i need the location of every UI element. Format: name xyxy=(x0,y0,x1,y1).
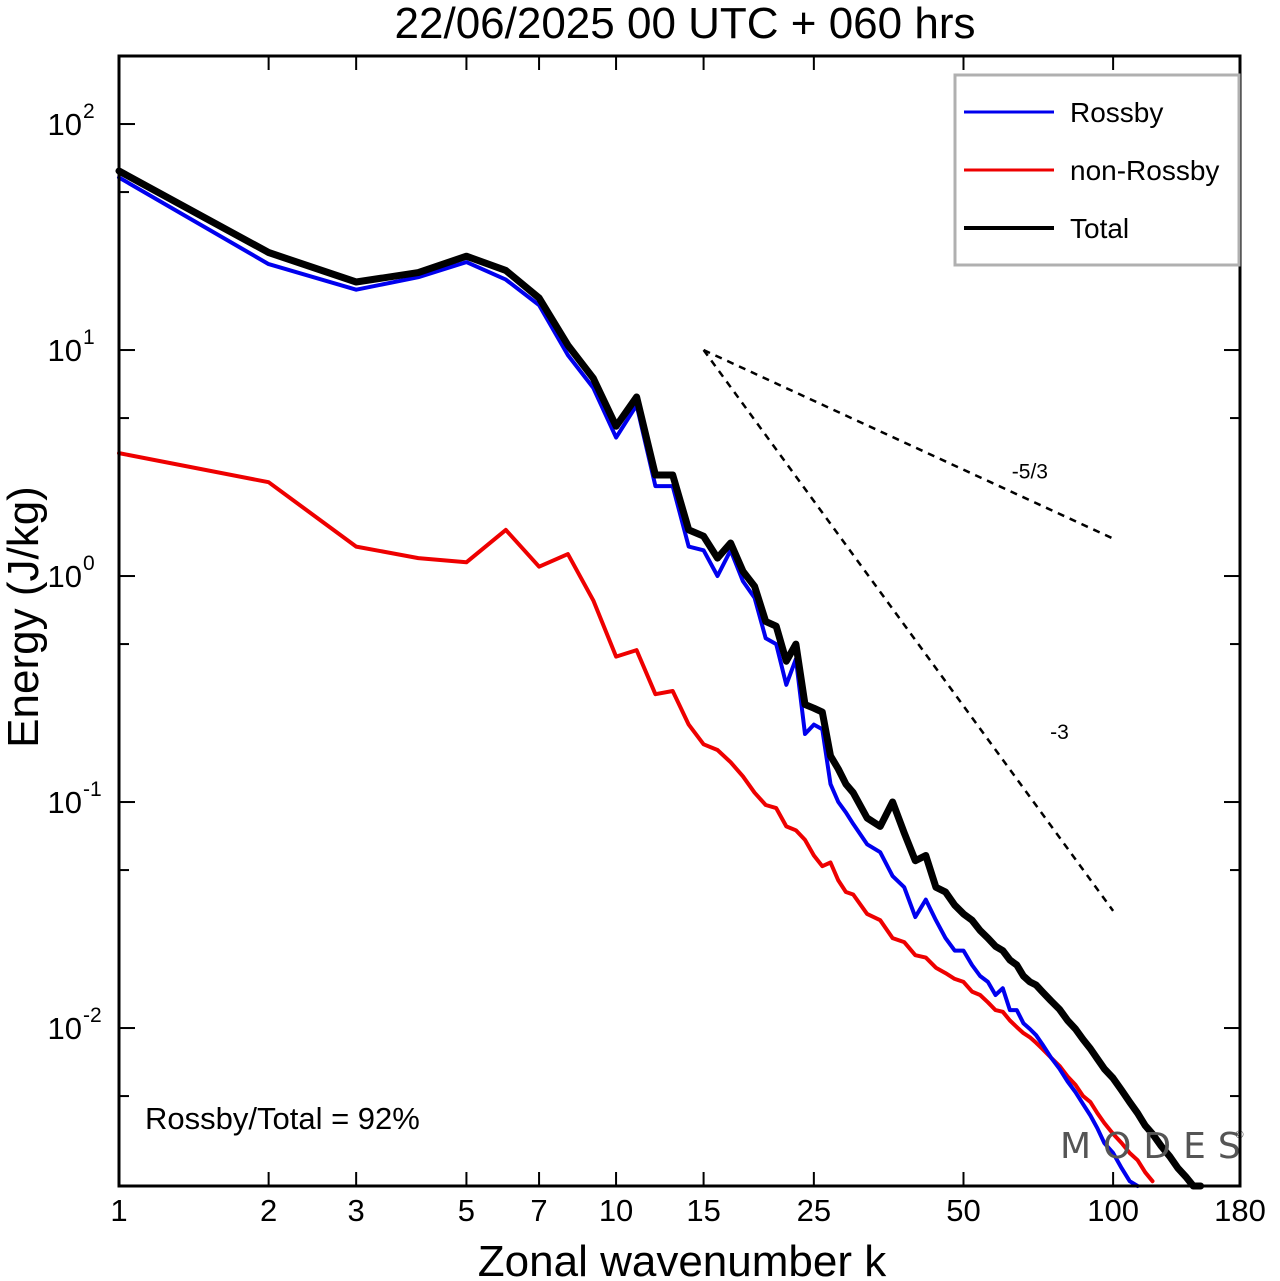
legend-label: Total xyxy=(1070,213,1129,244)
x-tick-label: 50 xyxy=(946,1193,980,1228)
x-axis-ticks: 1 2 3 5 7 10 15 25 50 100 180 xyxy=(110,56,1266,1228)
x-tick-label: 5 xyxy=(458,1193,475,1228)
y-tick-label-exponent: 1 xyxy=(83,326,95,349)
y-tick-label-exponent: -2 xyxy=(83,1004,102,1027)
legend-label: Rossby xyxy=(1070,97,1163,128)
chart-title: 22/06/2025 00 UTC + 060 hrs xyxy=(395,0,976,48)
rossby-ratio-annotation: Rossby/Total = 92% xyxy=(145,1101,420,1136)
x-tick-label: 25 xyxy=(797,1193,831,1228)
y-tick-label-exponent: 0 xyxy=(83,552,95,575)
y-axis-title: Energy (J/kg) xyxy=(0,486,48,748)
x-tick-label: 1 xyxy=(110,1193,127,1228)
plot-frame xyxy=(117,54,1242,1188)
y-tick-label-base: 10 xyxy=(48,333,82,368)
series-line-non-rossby xyxy=(117,451,1155,1184)
x-tick-label: 3 xyxy=(348,1193,365,1228)
y-tick-label-base: 10 xyxy=(48,785,82,820)
x-tick-label: 7 xyxy=(530,1193,547,1228)
slope-line xyxy=(703,348,1116,541)
y-tick-label-base: 10 xyxy=(48,1011,82,1046)
data-series xyxy=(115,167,1205,1190)
legend-label: non-Rossby xyxy=(1070,155,1219,186)
x-tick-label: 15 xyxy=(686,1193,720,1228)
y-tick-label-base: 10 xyxy=(48,107,82,142)
y-tick-label-exponent: 2 xyxy=(83,100,95,123)
x-axis-title: Zonal wavenumber k xyxy=(478,1237,887,1281)
x-tick-label: 10 xyxy=(599,1193,633,1228)
y-tick-label-base: 10 xyxy=(48,559,82,594)
slope-label: -3 xyxy=(1050,721,1069,744)
slope-line xyxy=(702,349,1115,912)
series-line-total xyxy=(115,167,1205,1190)
legend: Rossby non-Rossby Total xyxy=(953,73,1241,267)
x-tick-label: 180 xyxy=(1214,1193,1266,1228)
slope-label: -5/3 xyxy=(1012,461,1048,484)
x-tick-label: 100 xyxy=(1087,1193,1139,1228)
y-tick-label-exponent: -1 xyxy=(83,778,102,801)
reference-slope-lines: -5/3 -3 xyxy=(702,348,1116,912)
modes-watermark: MODES xyxy=(1060,1126,1253,1167)
x-tick-label: 2 xyxy=(260,1193,277,1228)
